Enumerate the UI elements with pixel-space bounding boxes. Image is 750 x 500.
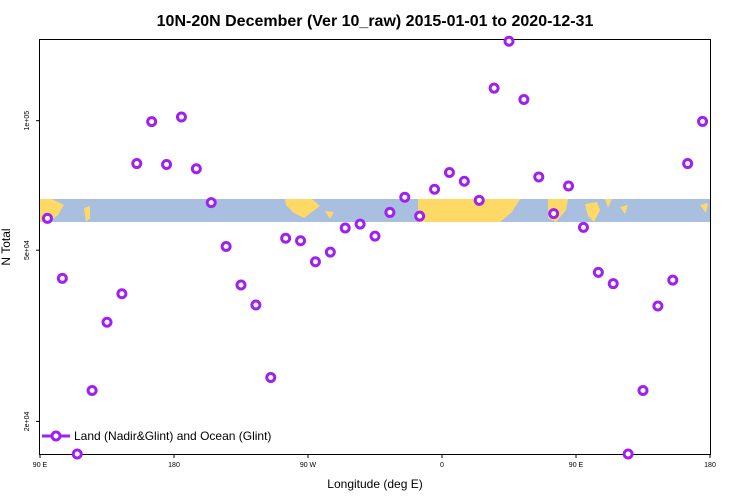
- data-point: [131, 158, 143, 170]
- data-point: [205, 197, 217, 209]
- map-land: [325, 211, 334, 219]
- data-point: [190, 163, 202, 175]
- map-land: [620, 205, 628, 214]
- y-tick-label: 5e+04: [24, 240, 31, 260]
- data-point: [235, 279, 247, 291]
- x-tick-label: 0: [440, 462, 444, 469]
- data-points: [41, 35, 709, 460]
- data-point: [369, 230, 381, 242]
- x-tick-label: 180: [168, 462, 180, 469]
- data-point: [622, 448, 634, 460]
- data-point: [429, 183, 441, 195]
- data-point: [339, 222, 351, 234]
- data-point: [697, 115, 709, 127]
- x-tick-label: 180: [704, 462, 716, 469]
- data-point: [488, 82, 500, 94]
- data-point: [458, 175, 470, 187]
- data-point: [101, 316, 113, 328]
- data-point: [548, 208, 560, 220]
- data-point: [56, 272, 68, 284]
- y-tick-label: 2e+04: [24, 411, 31, 431]
- data-point: [399, 191, 411, 203]
- data-point: [592, 266, 604, 278]
- map-land: [700, 203, 708, 213]
- data-point: [533, 171, 545, 183]
- data-point: [652, 300, 664, 312]
- data-point: [443, 166, 455, 178]
- data-point: [637, 384, 649, 396]
- plot-frame: [39, 39, 711, 455]
- legend: Land (Nadir&Glint) and Ocean (Glint): [42, 429, 271, 443]
- data-point: [667, 274, 679, 286]
- data-point: [175, 111, 187, 123]
- data-point: [220, 241, 232, 253]
- data-point: [354, 218, 366, 230]
- map-land: [605, 199, 612, 208]
- x-axis-label: Longitude (deg E): [327, 477, 422, 491]
- data-point: [473, 194, 485, 206]
- legend-label: Land (Nadir&Glint) and Ocean (Glint): [74, 429, 271, 443]
- data-point: [116, 288, 128, 300]
- data-point: [682, 158, 694, 170]
- y-tick-label: 1e+05: [24, 111, 31, 131]
- chart-title: 10N-20N December (Ver 10_raw) 2015-01-01…: [157, 13, 594, 30]
- data-point: [250, 299, 262, 311]
- data-point: [518, 94, 530, 106]
- data-point: [577, 221, 589, 233]
- data-point: [280, 232, 292, 244]
- data-point: [161, 158, 173, 170]
- data-point: [86, 384, 98, 396]
- map-land: [418, 199, 520, 222]
- data-point: [309, 256, 321, 268]
- data-point: [503, 35, 515, 47]
- data-point: [384, 206, 396, 218]
- y-axis: 2e+04 5e+04 1e+05: [24, 111, 40, 431]
- y-axis-label: N Total: [0, 228, 13, 265]
- x-tick-label: 90 E: [569, 462, 584, 469]
- data-point: [563, 180, 575, 192]
- x-axis: 90 E 180 90 W 0 90 E 180: [33, 454, 716, 469]
- data-point: [414, 210, 426, 222]
- x-tick-label: 90 E: [33, 462, 48, 469]
- data-point: [324, 246, 336, 258]
- data-point: [71, 448, 83, 460]
- data-point: [607, 278, 619, 290]
- data-point: [295, 235, 307, 247]
- map-strip: [40, 199, 710, 222]
- map-land: [585, 202, 600, 222]
- map-land: [84, 206, 90, 222]
- data-point: [146, 116, 158, 128]
- map-land: [285, 199, 320, 218]
- legend-marker: [50, 430, 62, 442]
- data-point: [41, 212, 53, 224]
- data-point: [265, 371, 277, 383]
- x-tick-label: 90 W: [300, 462, 317, 469]
